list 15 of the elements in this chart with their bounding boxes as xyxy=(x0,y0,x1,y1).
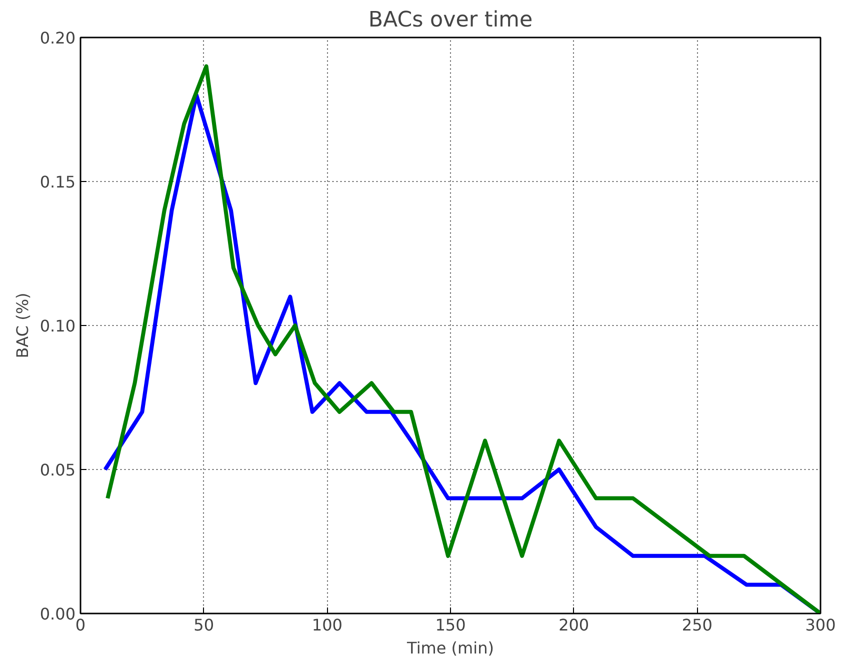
x-tick-label: 50 xyxy=(194,616,214,634)
y-tick-label: 0.10 xyxy=(40,316,76,336)
chart-title: BACs over time xyxy=(368,8,533,32)
y-tick-label: 0.05 xyxy=(40,460,76,480)
x-tick-label: 100 xyxy=(312,616,342,634)
y-tick-label: 0.00 xyxy=(40,604,76,624)
x-tick-label: 300 xyxy=(805,616,836,634)
y-tick-label: 0.15 xyxy=(40,172,76,192)
x-tick-label: 150 xyxy=(435,616,466,634)
x-tick-label: 0 xyxy=(75,616,86,634)
x-tick-label: 200 xyxy=(558,616,590,634)
y-tick-label: 0.20 xyxy=(40,28,76,48)
x-axis-title: Time (min) xyxy=(406,638,494,658)
x-tick-label: 250 xyxy=(682,616,712,634)
y-axis-title: BAC (%) xyxy=(12,292,32,358)
